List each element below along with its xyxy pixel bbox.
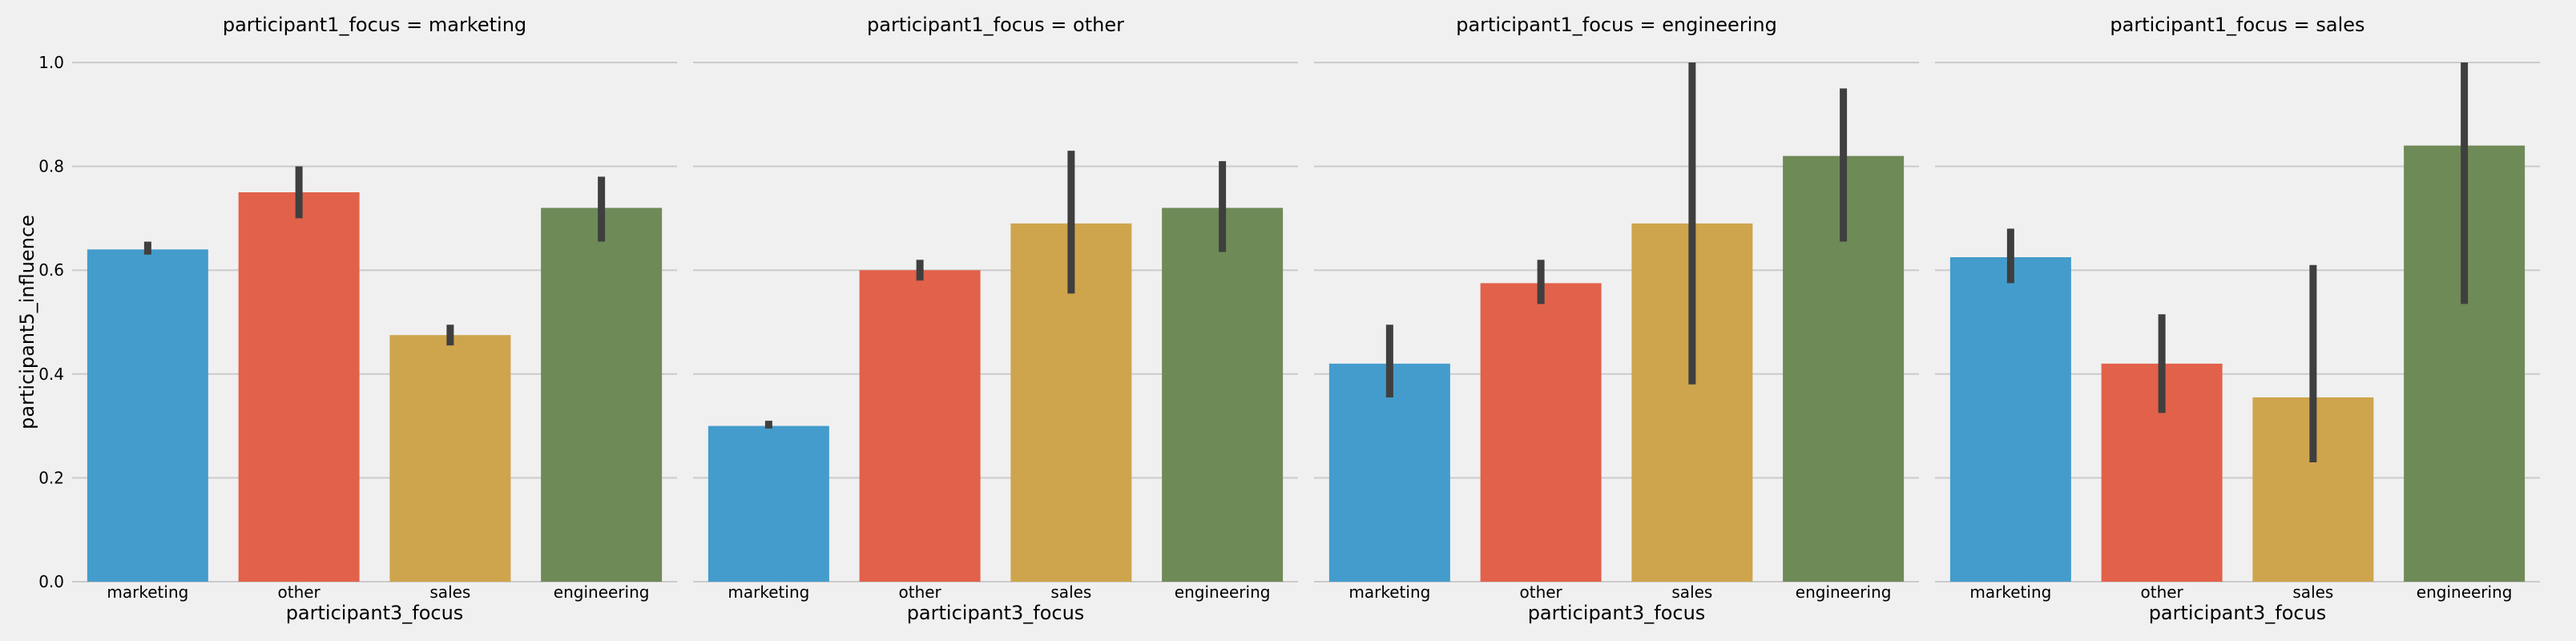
y-tick-label: 0.4 (38, 365, 64, 384)
x-tick-label: engineering (1175, 583, 1271, 602)
bar-marketing (1328, 363, 1450, 582)
x-tick-label: sales (1671, 583, 1712, 602)
x-tick-label: other (277, 583, 320, 602)
x-tick-label: other (898, 583, 941, 602)
x-tick-label: engineering (2417, 583, 2513, 602)
y-tick-label: 0.2 (38, 468, 64, 487)
x-tick-label: engineering (554, 583, 650, 602)
x-tick-label: marketing (1348, 583, 1430, 602)
y-tick-label: 0.8 (38, 157, 64, 176)
x-tick-label: other (2140, 583, 2183, 602)
bar-engineering (541, 208, 663, 582)
facet-title: participant1_focus = sales (2110, 14, 2364, 36)
bar-marketing (1949, 257, 2071, 582)
x-tick-label: marketing (1969, 583, 2051, 602)
y-tick-label: 0.0 (38, 572, 64, 591)
y-axis-label: participant5_influence (16, 215, 38, 429)
x-tick-label: marketing (107, 583, 188, 602)
bar-other (238, 192, 360, 582)
bar-sales (389, 335, 511, 582)
facet-title: participant1_focus = other (867, 14, 1124, 36)
x-axis-label: participant3_focus (2149, 602, 2327, 624)
x-tick-label: sales (1050, 583, 1091, 602)
y-tick-label: 0.6 (38, 260, 64, 280)
x-axis-label: participant3_focus (907, 602, 1085, 624)
x-tick-label: sales (429, 583, 470, 602)
y-tick-label: 1.0 (38, 53, 64, 72)
facet-title: participant1_focus = marketing (223, 14, 526, 36)
x-tick-label: other (1519, 583, 1562, 602)
bar-other (1480, 283, 1602, 582)
x-axis-label: participant3_focus (1528, 602, 1706, 624)
bar-engineering (1162, 208, 1284, 582)
bar-other (859, 270, 981, 582)
x-tick-label: engineering (1796, 583, 1892, 602)
bar-marketing (707, 425, 829, 582)
facet-title: participant1_focus = engineering (1456, 14, 1777, 36)
x-tick-label: sales (2292, 583, 2333, 602)
x-tick-label: marketing (728, 583, 809, 602)
bar-marketing (87, 249, 208, 582)
x-axis-label: participant3_focus (286, 602, 464, 624)
